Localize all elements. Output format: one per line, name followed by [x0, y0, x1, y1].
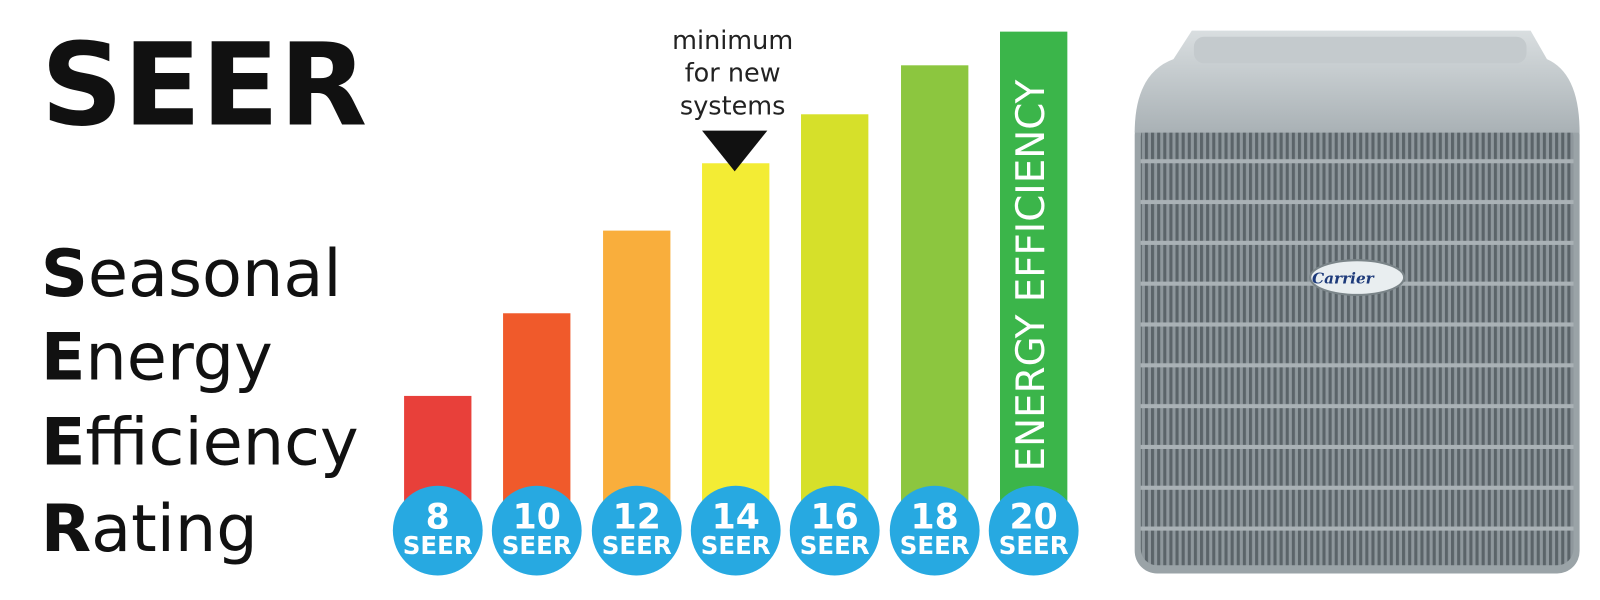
- acronym-rest: easonal: [88, 236, 342, 312]
- acronym-rest: ating: [91, 491, 258, 567]
- bar: [702, 163, 770, 511]
- brand: Carrier: [1312, 270, 1375, 288]
- unit-top: [1193, 36, 1527, 64]
- rating-badge: [988, 485, 1079, 576]
- rating-badge: [789, 485, 880, 576]
- bar: [1000, 31, 1068, 511]
- logo-badge: [1309, 259, 1406, 296]
- rating-unit: SEER: [999, 531, 1069, 560]
- title: SEER: [41, 18, 367, 151]
- bar: [901, 65, 969, 511]
- rating-value: 12: [613, 498, 661, 538]
- rating-badge: [392, 485, 483, 576]
- bar: [603, 230, 671, 511]
- rating-badge: [491, 485, 582, 576]
- rating-unit: SEER: [900, 531, 970, 560]
- rating-unit: SEER: [800, 531, 870, 560]
- ac-unit: Carrier: [1134, 30, 1580, 574]
- rating-unit: SEER: [502, 531, 572, 560]
- bar-label: ENERGY EFFICIENCY: [1009, 79, 1054, 471]
- ratings: 8SEER10SEER12SEER14SEER16SEER18SEER20SEE…: [392, 485, 1079, 576]
- annotation-line: systems: [680, 91, 785, 121]
- acronym-initial: E: [41, 404, 86, 480]
- rating-value: 16: [811, 498, 859, 538]
- annotation: minimum for new systems: [672, 26, 793, 172]
- rating-value: 18: [911, 498, 959, 538]
- acronym-initial: E: [41, 320, 86, 396]
- acronym-rest: fficiency: [85, 404, 358, 480]
- acronym-initial: R: [41, 491, 91, 567]
- acronym-line: Seasonal: [41, 236, 342, 312]
- rating-value: 14: [712, 498, 760, 538]
- annotation-line: minimum: [672, 26, 793, 56]
- rating-value: 10: [513, 498, 561, 538]
- bar: [801, 114, 869, 511]
- acronym-line: Rating: [41, 491, 258, 567]
- acronym-rest: nergy: [85, 320, 272, 396]
- rating-badge: [591, 485, 682, 576]
- pointer: [702, 130, 768, 172]
- rating-unit: SEER: [602, 531, 672, 560]
- unit-grille: [1140, 120, 1574, 566]
- acronym-line: Efficiency: [41, 404, 359, 480]
- annotation-line: for new: [685, 59, 781, 89]
- rating-unit: SEER: [701, 531, 771, 560]
- rating-value: 20: [1010, 498, 1058, 538]
- bars: [404, 31, 1068, 511]
- acronym-line: Energy: [41, 320, 273, 396]
- acronym-initial: S: [41, 236, 88, 312]
- rating-badge: [690, 485, 781, 576]
- rating-unit: SEER: [403, 531, 473, 560]
- rating-badge: [889, 485, 980, 576]
- bar: [503, 313, 571, 511]
- rating-value: 8: [426, 498, 450, 538]
